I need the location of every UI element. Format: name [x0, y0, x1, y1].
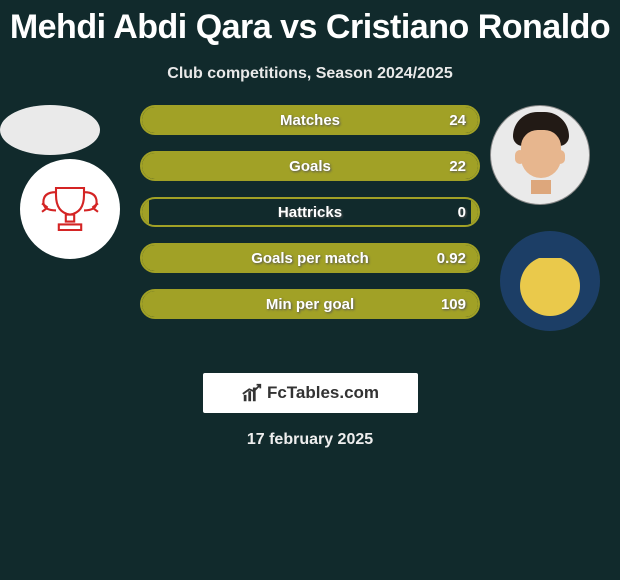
- page-title: Mehdi Abdi Qara vs Cristiano Ronaldo: [0, 0, 620, 47]
- trophy-icon: [35, 174, 105, 244]
- stat-label: Matches: [142, 107, 478, 133]
- stat-bar: Hattricks0: [140, 197, 480, 227]
- stat-bars: Matches24 Goals22 Hattricks0 Goals per matc…: [140, 105, 480, 335]
- stat-label: Goals: [142, 153, 478, 179]
- player-right-avatar: [490, 105, 590, 205]
- stat-bar: Matches24: [140, 105, 480, 135]
- chart-icon: [241, 382, 263, 404]
- brand-text: FcTables.com: [267, 383, 379, 403]
- stat-bar: Min per goal109: [140, 289, 480, 319]
- subtitle: Club competitions, Season 2024/2025: [0, 65, 620, 83]
- stat-label: Hattricks: [142, 199, 478, 225]
- date-label: 17 february 2025: [0, 431, 620, 449]
- globe-icon: [520, 256, 580, 316]
- stat-label: Min per goal: [142, 291, 478, 317]
- brand-badge[interactable]: FcTables.com: [203, 373, 418, 413]
- stat-value-right: 0.92: [437, 245, 466, 271]
- club-left-crest: [20, 159, 120, 259]
- stat-value-right: 22: [449, 153, 466, 179]
- club-right-crest: [500, 231, 600, 331]
- stat-bar: Goals per match0.92: [140, 243, 480, 273]
- stat-value-right: 24: [449, 107, 466, 133]
- stat-label: Goals per match: [142, 245, 478, 271]
- comparison-stage: Matches24 Goals22 Hattricks0 Goals per matc…: [0, 105, 620, 365]
- stat-bar: Goals22: [140, 151, 480, 181]
- stat-value-right: 0: [458, 199, 466, 225]
- stat-value-right: 109: [441, 291, 466, 317]
- crown-icon: [537, 246, 563, 258]
- player-left-avatar: [0, 105, 100, 155]
